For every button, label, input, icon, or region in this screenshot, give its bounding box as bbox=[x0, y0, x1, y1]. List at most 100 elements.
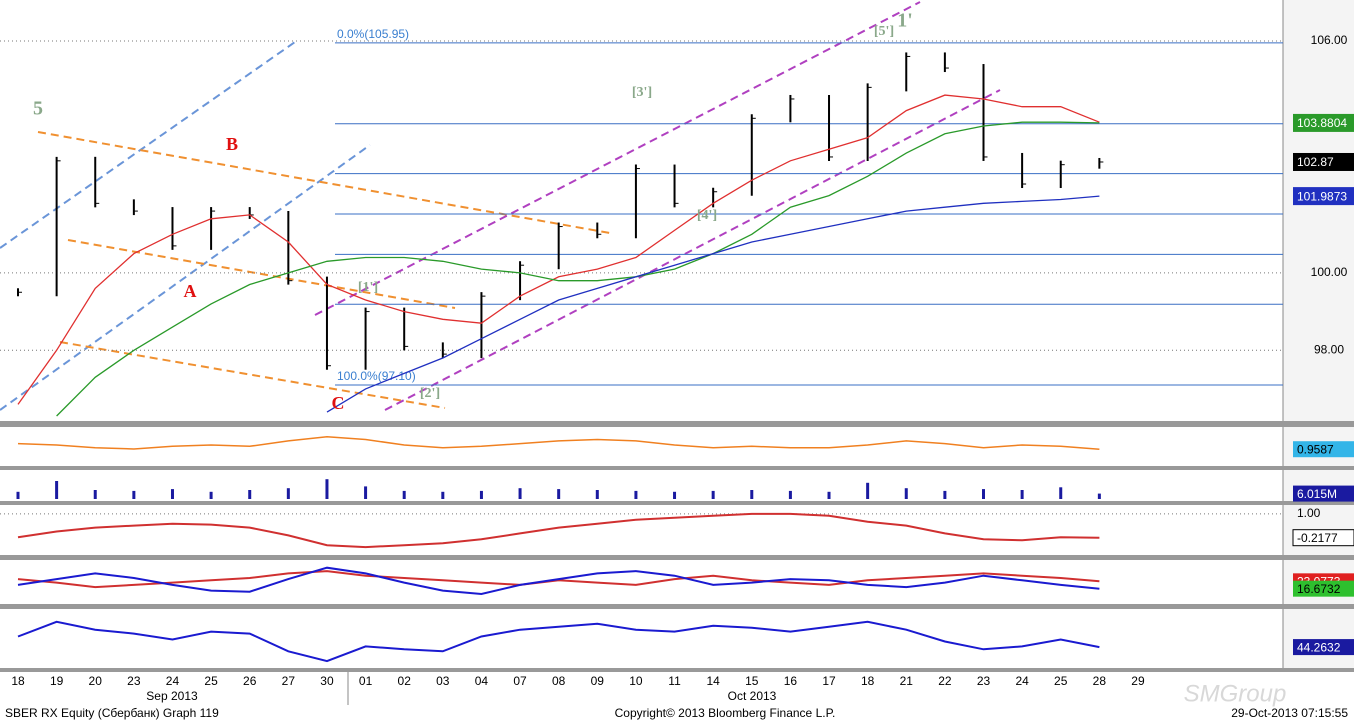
volume-bar bbox=[982, 489, 985, 499]
volume-bar bbox=[634, 490, 638, 499]
wave-label: [2'] bbox=[420, 386, 440, 401]
x-tick-label: 01 bbox=[359, 674, 373, 688]
volume-bar bbox=[788, 490, 792, 499]
x-tick-label: 24 bbox=[166, 674, 180, 688]
wave-label: A bbox=[184, 281, 197, 301]
moving-average bbox=[326, 195, 1100, 413]
volume-bar bbox=[557, 489, 561, 499]
indicator-line bbox=[17, 570, 1100, 589]
volume-bar bbox=[364, 486, 368, 499]
channel-line bbox=[314, 1, 921, 316]
x-tick-label: 09 bbox=[591, 674, 605, 688]
volume-bar bbox=[248, 490, 252, 499]
timestamp: 29-Oct-2013 07:15:55 bbox=[1231, 706, 1348, 720]
channels bbox=[0, 1, 1001, 411]
value-label-box bbox=[1293, 580, 1354, 597]
chart-title: SBER RX Equity (Сбербанк) Graph 119 bbox=[5, 706, 219, 720]
value-label: 6.015M bbox=[1297, 487, 1337, 501]
x-tick-label: 16 bbox=[784, 674, 798, 688]
value-label: -0.2177 bbox=[1297, 531, 1338, 545]
channel-line bbox=[67, 239, 456, 309]
x-tick-label: 21 bbox=[900, 674, 914, 688]
x-tick-label: 18 bbox=[861, 674, 875, 688]
x-tick-label: 20 bbox=[89, 674, 103, 688]
wave-label: [5'] bbox=[874, 24, 894, 39]
wave-label: [3'] bbox=[632, 85, 652, 100]
value-label: 0.9587 bbox=[1297, 442, 1334, 456]
x-tick-label: 23 bbox=[127, 674, 141, 688]
volume-bar bbox=[595, 490, 599, 499]
fib-label: 0.0%(105.95) bbox=[337, 27, 409, 41]
wave-label: 1' bbox=[897, 10, 913, 32]
channel-line bbox=[0, 41, 296, 249]
volume-bar bbox=[827, 491, 831, 499]
volume-bar bbox=[943, 490, 947, 499]
moving-average bbox=[17, 94, 1100, 405]
moving-average bbox=[56, 121, 1100, 417]
x-tick-label: 24 bbox=[1015, 674, 1029, 688]
volume-bar bbox=[1059, 487, 1063, 499]
separator bbox=[0, 466, 1354, 470]
volume-bar bbox=[518, 488, 522, 499]
wave-label: B bbox=[226, 134, 238, 154]
x-tick-label: 17 bbox=[822, 674, 836, 688]
x-tick-label: 29 bbox=[1131, 674, 1145, 688]
volume-bar bbox=[132, 490, 136, 499]
x-tick-label: 27 bbox=[282, 674, 296, 688]
channel-line bbox=[59, 341, 446, 409]
separator bbox=[0, 421, 1354, 427]
y-tick-label: 106.00 bbox=[1311, 33, 1348, 47]
x-tick-label: 22 bbox=[938, 674, 952, 688]
separator bbox=[0, 604, 1354, 609]
indicator-line bbox=[17, 436, 1100, 450]
price-label: 101.9873 bbox=[1297, 189, 1347, 203]
volume-bar bbox=[170, 489, 174, 499]
wave-label: 5 bbox=[33, 98, 43, 120]
y-tick-label: 100.00 bbox=[1311, 265, 1348, 279]
channel-line bbox=[37, 131, 611, 234]
x-tick-label: 19 bbox=[50, 674, 64, 688]
value-label-box bbox=[1293, 441, 1354, 458]
wave-label: C bbox=[332, 393, 345, 413]
watermark: SMGroup bbox=[1184, 680, 1287, 707]
x-tick-label: 14 bbox=[706, 674, 720, 688]
value-label-box bbox=[1292, 529, 1354, 547]
value-label: 44.2632 bbox=[1297, 640, 1341, 654]
volume-bar bbox=[1020, 490, 1024, 499]
x-tick-label: 18 bbox=[11, 674, 25, 688]
x-tick-label: 11 bbox=[668, 674, 681, 688]
copyright: Copyright© 2013 Bloomberg Finance L.P. bbox=[615, 706, 836, 720]
x-tick-label: 25 bbox=[204, 674, 218, 688]
separators bbox=[0, 421, 1354, 672]
separator bbox=[0, 501, 1354, 505]
indicator-line bbox=[17, 620, 1100, 663]
x-tick-label: 23 bbox=[977, 674, 991, 688]
value-label-box bbox=[1293, 639, 1354, 656]
volume-bar bbox=[16, 491, 20, 499]
volume-bar bbox=[479, 490, 483, 499]
indicator-line bbox=[17, 566, 1100, 596]
value-label: 16.6732 bbox=[1297, 582, 1341, 596]
channel-line bbox=[384, 89, 1001, 411]
y-tick-label: 98.00 bbox=[1314, 342, 1344, 356]
volume-bar bbox=[673, 491, 677, 499]
fib-label: 100.0%(97.10) bbox=[337, 369, 416, 383]
value-label-box bbox=[1293, 485, 1354, 502]
month-label: Sep 2013 bbox=[146, 689, 198, 703]
x-tick-label: 25 bbox=[1054, 674, 1068, 688]
price-label-box bbox=[1293, 187, 1354, 206]
volume-bar bbox=[904, 488, 908, 499]
x-tick-label: 08 bbox=[552, 674, 566, 688]
x-tick-label: 30 bbox=[320, 674, 334, 688]
right-axis-bg bbox=[1283, 0, 1354, 672]
channel-line bbox=[0, 144, 371, 411]
volume-bar bbox=[402, 490, 406, 499]
volume-bar bbox=[866, 482, 870, 499]
x-tick-label: 02 bbox=[398, 674, 412, 688]
volume-bar bbox=[711, 490, 715, 499]
x-tick-label: 15 bbox=[745, 674, 759, 688]
y-tick-label: 1.00 bbox=[1297, 506, 1321, 520]
volume-bar bbox=[441, 491, 445, 499]
